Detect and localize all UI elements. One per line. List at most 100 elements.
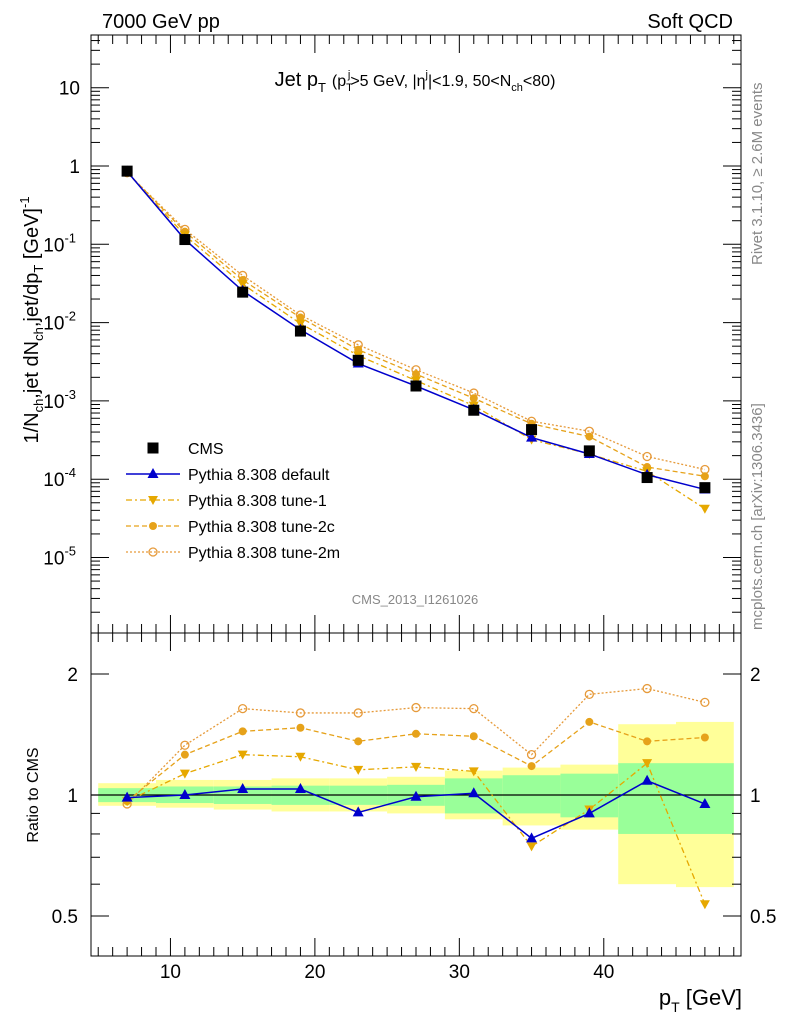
main-y-tick-label: 1 [69,157,80,178]
main-y-tick-labels: 10-5 10-4 10-3 10-2 10-1 1 10 [43,79,80,570]
legend-entry-pythia-8-308-tune-1: Pythia 8.308 tune-1 [126,493,327,510]
ratio-point [468,767,479,777]
ratio-point [700,733,709,742]
legend-label: Pythia 8.308 tune-2c [188,519,335,536]
legend-label: Pythia 8.308 default [188,467,330,484]
ratio-panel: 0.5 0.5 1 1 2 2 10 20 30 40 Ratio to CMS pT [GeV… [25,632,776,1015]
ratio-point [526,832,538,843]
series-cms [121,165,711,494]
x-tick-label: 10 [160,962,181,983]
data-point [699,504,710,514]
ratio-point [180,740,190,750]
data-point [642,451,652,462]
ratio-y-axis-label: Ratio to CMS [25,747,42,842]
ratio-point [410,790,422,801]
ratio-point [411,762,421,772]
ratio-point [179,769,190,779]
data-point [412,370,420,379]
series-pythia-8-308-tune-1 [122,168,710,514]
ratio-point [585,717,594,726]
series-line [126,171,706,510]
ratio-point [700,697,710,708]
x-axis-label: pT [GeV] [659,985,742,1015]
ratio-point [469,732,478,741]
energy-label: 7000 GeV pp [102,11,220,33]
legend-marker [148,496,158,505]
ratio-point [179,789,191,799]
ratio-point [526,842,537,852]
ratio-uncertainty-bands [98,721,734,888]
x-tick-label: 30 [449,962,470,983]
ratio-point [295,708,306,718]
ratio-point [295,752,306,762]
series-line [126,172,706,471]
x-tick-label: 20 [304,962,325,983]
x-tick-labels: 10 20 30 40 [160,962,614,983]
data-point [700,472,709,481]
data-point [352,354,364,366]
ratio-point [353,765,364,775]
ratio-point [584,689,594,699]
ratio-point [642,759,653,769]
data-point [237,286,249,298]
ratio-point [237,782,249,793]
band-inner [618,763,676,834]
series-pythia-8-308-tune-2c [123,168,709,481]
data-point [526,431,538,442]
band-inner [502,775,561,814]
ratio-y-tick-label: 1 [67,786,78,807]
ratio-y-tick-label-right: 1 [750,786,761,807]
data-point [294,325,306,337]
ratio-point [643,737,652,746]
ratio-point [354,737,363,746]
series-line [126,171,705,477]
data-point [468,404,480,416]
ratio-point [699,797,711,808]
legend-entry-pythia-8-308-tune-2c: Pythia 8.308 tune-2c [126,519,335,536]
ratio-y-tick-label-right: 0.5 [750,907,776,928]
legend-marker [147,442,159,454]
ratio-point [180,750,189,759]
ratio-point [296,723,305,732]
legend-marker [148,547,158,557]
main-y-tick-label: 10-3 [43,387,76,413]
data-point [699,482,711,494]
ratio-point [527,762,536,771]
ratio-point [411,702,421,713]
ratio-series-pythia-8-308-tune-2m [122,683,710,809]
ratio-point [238,703,248,714]
ratio-point [469,703,479,714]
main-y-tick-label: 10-5 [43,544,76,570]
main-y-tick-label: 10-4 [43,465,76,491]
data-point [237,280,248,290]
data-point [641,472,653,484]
legend-entry-pythia-8-308-default: Pythia 8.308 default [126,467,330,484]
data-point [583,445,595,457]
ratio-line [126,687,706,805]
main-y-tick-label: 10 [59,79,80,100]
analysis-id-label: CMS_2013_I1261026 [352,592,479,607]
main-panel: 10-5 10-4 10-3 10-2 10-1 1 10 Jet pT (pTj>5 GeV… [17,34,742,634]
ratio-point [526,750,537,760]
ratio-point [641,774,653,785]
data-point [585,432,594,441]
main-title: Jet pT (pTj>5 GeV, |ηj|<1.9, 50<Nch<80) [275,69,556,95]
legend-label: CMS [188,441,224,458]
series-pythia-8-308-tune-2m [122,168,710,475]
data-point [410,380,422,392]
legend-label: Pythia 8.308 tune-2m [188,545,340,562]
legend-marker [149,522,157,530]
data-point [296,313,305,322]
main-y-tick-label: 10-1 [43,230,76,256]
ratio-series-pythia-8-308-default [121,774,711,843]
ratio-point [352,806,364,817]
ratio-point [353,708,363,718]
ratio-y-tick-label: 2 [67,665,78,686]
ratio-point [238,727,247,736]
ratio-point [412,729,420,738]
main-y-axis-label: 1/Nch,jet dNch,jet/dpT [GeV]-1 [17,196,46,443]
x-tick-label: 40 [593,962,614,983]
ratio-point [583,807,595,818]
legend-entry-pythia-8-308-tune-2m: Pythia 8.308 tune-2m [126,545,340,562]
ratio-frame [90,632,742,957]
